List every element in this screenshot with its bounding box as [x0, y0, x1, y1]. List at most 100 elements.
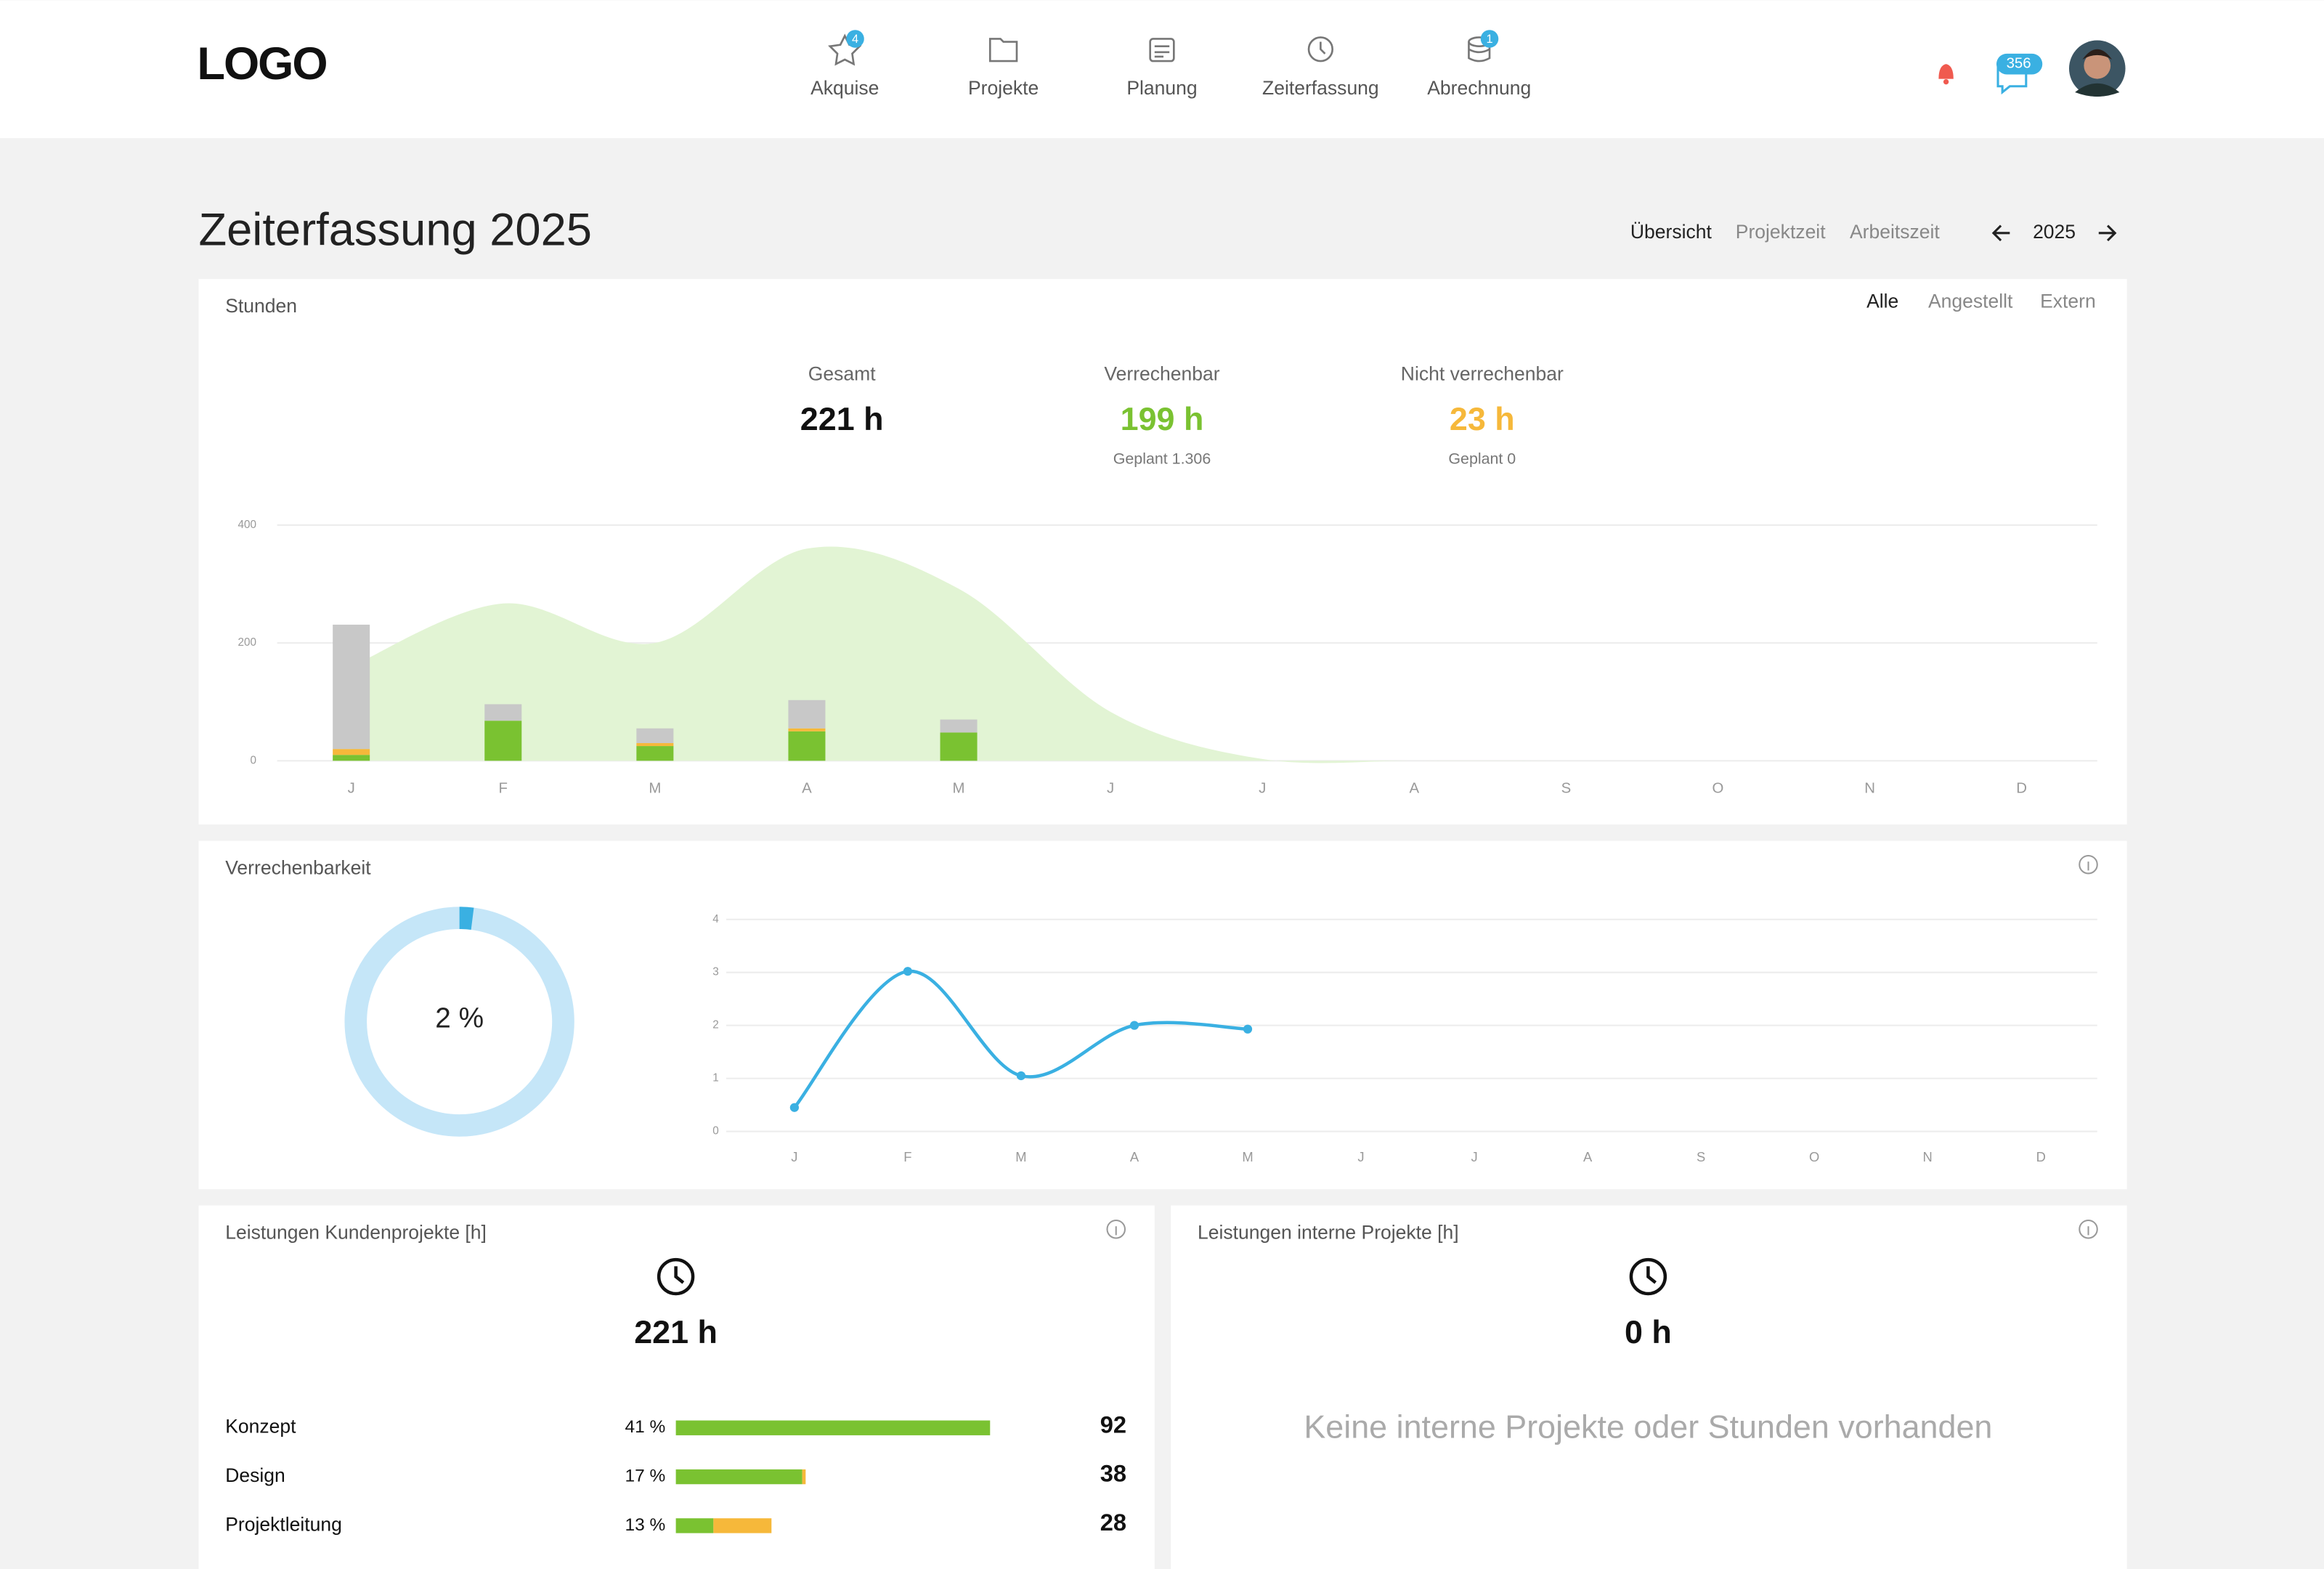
tab[interactable]: Projektzeit: [1736, 221, 1826, 243]
filter[interactable]: Angestellt: [1928, 291, 2013, 312]
panel-title: Stunden: [225, 295, 297, 317]
x-tick-label: M: [953, 781, 965, 797]
avatar[interactable]: [2068, 40, 2126, 97]
bar-segment: [333, 755, 370, 761]
bar-segment: [940, 732, 978, 761]
bar-segment: [940, 719, 978, 733]
point: [1016, 1071, 1026, 1081]
donut-arc: [459, 907, 474, 931]
badge-count: 1: [1486, 33, 1492, 46]
bar-segment: [636, 743, 674, 747]
bell-icon[interactable]: [1938, 64, 1954, 85]
client-panel: [198, 1205, 1155, 1569]
x-tick-label: F: [499, 781, 508, 797]
tab[interactable]: Arbeitszeit: [1850, 221, 1940, 243]
clock-icon: [1629, 1257, 1667, 1296]
bar-segment: [484, 704, 522, 721]
bar-segment: [788, 731, 826, 761]
point: [789, 1103, 799, 1112]
donut-label: 2 %: [435, 1003, 484, 1034]
panel-title: Leistungen Kundenprojekte [h]: [225, 1221, 487, 1243]
next-year[interactable]: [2098, 224, 2117, 242]
bar-segment: [636, 728, 674, 744]
nav-item[interactable]: Projekte: [968, 77, 1039, 99]
kpi-label: Nicht verrechenbar: [1401, 363, 1564, 385]
billability-panel: [198, 840, 2127, 1190]
x-tick-label: M: [1015, 1149, 1026, 1164]
y-tick-label: 3: [712, 966, 719, 978]
bar-segment: [333, 624, 370, 750]
y-tick-label: 2: [712, 1019, 719, 1031]
row-share: 17 %: [625, 1467, 666, 1486]
row-label: Projektleitung: [225, 1513, 342, 1535]
kpi-sub: Geplant 0: [1448, 450, 1516, 468]
row-label: Design: [225, 1464, 285, 1486]
prev-year[interactable]: [1991, 224, 2010, 242]
folder-icon: [988, 38, 1018, 62]
point: [1243, 1024, 1253, 1034]
line: [793, 969, 1248, 1109]
filter[interactable]: Extern: [2040, 291, 2096, 312]
info-icon[interactable]: [2079, 854, 2098, 875]
messages-icon[interactable]: 356: [1996, 53, 2043, 95]
row-total: 28: [1100, 1509, 1126, 1536]
badge: [846, 30, 864, 48]
badge-count: 4: [852, 33, 858, 46]
bar-segment: [675, 1420, 991, 1435]
point: [1129, 1021, 1139, 1030]
empty-message: Keine interne Projekte oder Stunden vorh…: [1304, 1408, 1992, 1446]
y-tick-label: 400: [238, 519, 257, 531]
logo[interactable]: LOGO: [197, 38, 328, 89]
x-tick-label: D: [2036, 1149, 2046, 1164]
x-tick-label: S: [1561, 781, 1572, 797]
y-tick-label: 0: [712, 1125, 719, 1138]
x-tick-label: J: [1259, 781, 1266, 797]
x-tick-label: M: [649, 781, 661, 797]
x-tick-label: J: [1357, 1149, 1364, 1164]
info-icon[interactable]: [1106, 1219, 1126, 1239]
kpi-label: Gesamt: [808, 363, 876, 385]
internal-panel: [1171, 1205, 2127, 1569]
nav-item[interactable]: Zeiterfassung: [1262, 77, 1379, 99]
x-tick-label: J: [348, 781, 355, 797]
kpi-sub: Geplant 1.306: [1113, 450, 1211, 468]
y-tick-label: 200: [238, 636, 257, 649]
x-tick-label: A: [1410, 781, 1420, 797]
client-total: 221 h: [634, 1313, 718, 1350]
top-bar: [0, 0, 2324, 139]
bar-segment: [333, 749, 370, 755]
year: 2025: [2033, 221, 2076, 243]
row-share: 41 %: [625, 1417, 666, 1437]
planned-area: [351, 546, 2022, 763]
row-share: 13 %: [625, 1515, 666, 1535]
x-tick-label: J: [1107, 781, 1114, 797]
x-tick-label: F: [903, 1149, 911, 1164]
info-icon[interactable]: [2079, 1219, 2098, 1239]
x-tick-label: M: [1242, 1149, 1253, 1164]
nav-item[interactable]: Akquise: [810, 77, 879, 99]
calendar-icon: [1149, 38, 1175, 62]
nav-item[interactable]: Planung: [1126, 77, 1197, 99]
row-total: 92: [1100, 1411, 1126, 1438]
point: [903, 967, 913, 976]
row-total: 38: [1100, 1460, 1126, 1487]
row-label: Konzept: [225, 1416, 296, 1438]
nav-item[interactable]: Abrechnung: [1427, 77, 1531, 99]
badge: [1480, 30, 1499, 48]
tab[interactable]: Übersicht: [1630, 221, 1712, 243]
bar-segment: [636, 746, 674, 761]
internal-total: 0 h: [1625, 1313, 1672, 1350]
clock-icon: [1307, 36, 1334, 62]
nav: [828, 33, 1491, 66]
bar-segment: [675, 1469, 803, 1485]
filter[interactable]: Alle: [1866, 291, 1898, 312]
y-tick-label: 0: [251, 754, 257, 766]
x-tick-label: J: [1471, 1149, 1477, 1164]
panel-title: Verrechenbarkeit: [225, 856, 371, 878]
x-tick-label: N: [1923, 1149, 1933, 1164]
kpi-value: 199 h: [1121, 400, 1204, 437]
x-tick-label: A: [802, 781, 812, 797]
bar-segment: [713, 1518, 772, 1533]
